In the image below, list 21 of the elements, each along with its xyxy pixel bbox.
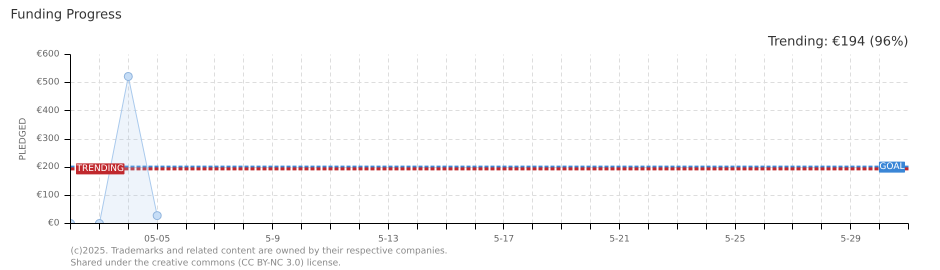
text: Shared under the creative commons (CC BY-NC 3.0) license. [70, 258, 342, 268]
x-tick-label: 5-21 [609, 234, 630, 244]
text: (c)2025. Trademarks and related content are owned by their respective companies. [70, 246, 448, 256]
y-axis-title: PLEDGED [18, 118, 29, 160]
chart-title: Funding Progress [10, 8, 122, 22]
x-tick-label: 05-05 [144, 234, 170, 244]
y-tick-label: €400 [36, 106, 60, 116]
y-tick-label: €300 [36, 134, 60, 144]
x-tick-label: 5-13 [378, 234, 399, 244]
y-tick-label: €600 [36, 50, 60, 60]
x-tick-label: 5-25 [724, 234, 746, 244]
y-tick-label: €0 [48, 218, 60, 228]
x-tick-label: 5-29 [840, 234, 862, 244]
y-tick-label: €200 [36, 162, 60, 172]
x-tick-label: 5-17 [494, 234, 514, 244]
y-tick-label: €500 [36, 78, 60, 88]
ref-line-label: GOAL [879, 162, 905, 172]
y-tick-label: €100 [36, 190, 60, 200]
chart-subtitle: Trending: €194 (96%) [767, 34, 909, 50]
x-tick-label: 5-9 [265, 234, 280, 244]
ref-line-label: TRENDING [76, 164, 124, 174]
